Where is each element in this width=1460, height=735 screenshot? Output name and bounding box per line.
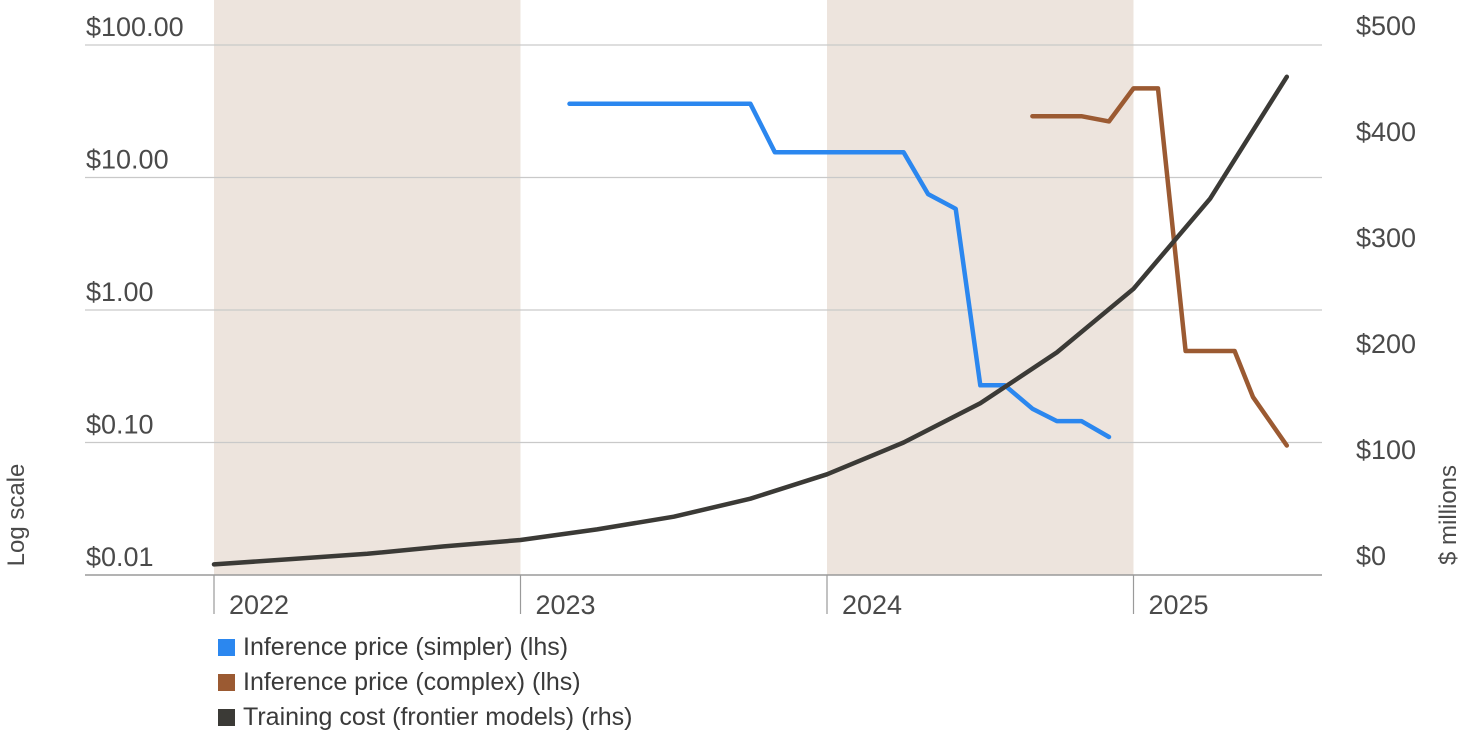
shaded-year-bands [214,0,1134,575]
x-tick-label: 2022 [229,590,289,620]
legend: Inference price (simpler) (lhs) Inferenc… [218,630,632,735]
right-tick-label: $100 [1356,435,1416,465]
legend-item-complex: Inference price (complex) (lhs) [218,665,632,700]
right-tick-label: $200 [1356,329,1416,359]
x-axis: 2022 2023 2024 2025 [213,575,1209,620]
x-tick-label: 2024 [842,590,902,620]
shaded-band-2022 [214,0,521,575]
right-axis-title: $ millions [1435,465,1460,565]
right-tick-label: $300 [1356,223,1416,253]
left-tick-label: $0.10 [86,410,154,440]
left-tick-label: $1.00 [86,277,154,307]
legend-swatch-simpler [218,639,235,656]
legend-item-training: Training cost (frontier models) (rhs) [218,700,632,735]
right-tick-label: $500 [1356,11,1416,41]
left-tick-label: $0.01 [86,542,154,572]
x-tick-label: 2025 [1149,590,1209,620]
x-tick-label: 2023 [536,590,596,620]
legend-swatch-training [218,709,235,726]
legend-item-simpler: Inference price (simpler) (lhs) [218,630,632,665]
left-tick-label: $10.00 [86,145,169,175]
legend-label-training: Training cost (frontier models) (rhs) [243,703,633,731]
right-tick-label: $400 [1356,117,1416,147]
series-line-complex [1030,86,1290,448]
series-line-training [211,74,1290,567]
legend-label-simpler: Inference price (simpler) (lhs) [243,633,569,661]
left-axis: $0.01 $0.10 $1.00 $10.00 $100.00 [86,12,184,572]
series-line-simpler [567,101,1112,440]
right-tick-label: $0 [1356,541,1386,571]
legend-label-complex: Inference price (complex) (lhs) [243,668,581,696]
legend-swatch-complex [218,674,235,691]
right-axis: $0 $100 $200 $300 $400 $500 [1356,11,1416,571]
series-lines [211,74,1290,567]
left-tick-label: $100.00 [86,12,184,42]
shaded-band-2024 [827,0,1134,575]
left-axis-title: Log scale [3,464,30,567]
gridlines [85,44,1322,576]
